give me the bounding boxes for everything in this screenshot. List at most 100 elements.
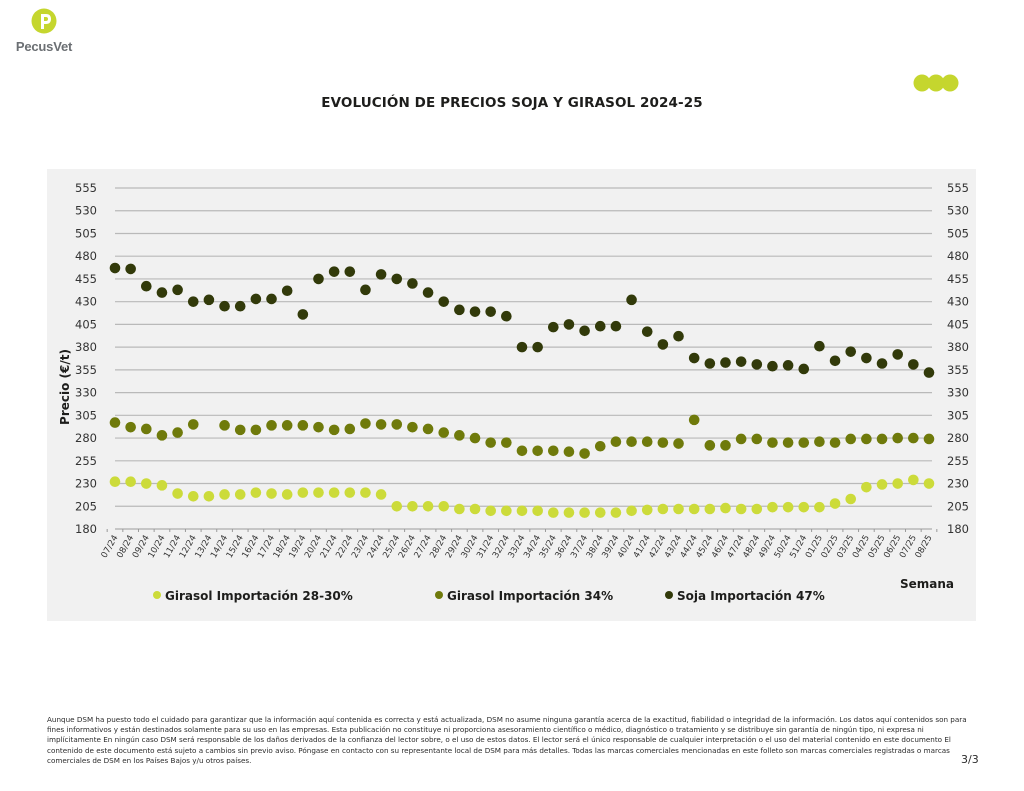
y-tick-label-right: 530 (947, 204, 969, 218)
y-tick-label-right: 355 (947, 363, 969, 377)
y-tick-label-left: 555 (75, 181, 97, 195)
data-point (172, 284, 183, 296)
data-point (532, 505, 543, 517)
data-point (829, 498, 841, 509)
data-point (532, 445, 543, 457)
data-point (516, 445, 528, 457)
data-point (563, 507, 575, 518)
y-tick-label-left: 430 (75, 295, 97, 309)
data-point (563, 319, 575, 330)
data-point (908, 359, 919, 370)
data-point (250, 293, 262, 305)
data-point (876, 358, 888, 369)
data-point (673, 438, 684, 449)
data-point (109, 476, 121, 488)
data-point (798, 437, 810, 448)
data-point (767, 360, 778, 372)
data-point (422, 423, 434, 435)
data-point (219, 489, 230, 500)
data-point (892, 349, 903, 360)
data-point (454, 430, 465, 441)
data-point (187, 296, 199, 307)
x-axis: 07/2408/2409/2410/2411/2412/2413/2414/24… (100, 528, 938, 560)
data-point (735, 433, 747, 445)
y-tick-label-left: 405 (75, 317, 97, 331)
legend-marker-icon (665, 591, 673, 599)
data-point (219, 420, 230, 431)
data-point (469, 432, 481, 444)
data-point (861, 481, 872, 493)
data-point (610, 507, 622, 518)
data-point (688, 352, 700, 364)
data-point (156, 430, 168, 441)
y-tick-label-left: 280 (75, 431, 97, 445)
data-point (234, 489, 246, 500)
legend-label: Girasol Importación 34% (447, 589, 613, 603)
data-point (328, 266, 340, 277)
data-point (610, 436, 622, 448)
data-point (297, 309, 309, 320)
data-point (297, 420, 309, 431)
data-point (782, 501, 794, 513)
y-tick-label-right: 280 (947, 431, 969, 445)
data-point (641, 504, 653, 516)
data-point (876, 479, 888, 490)
y-tick-label-right: 505 (947, 226, 969, 240)
data-point (845, 433, 857, 445)
y-tick-label-left: 530 (75, 204, 97, 218)
data-point (109, 262, 121, 274)
data-point (407, 421, 418, 433)
chart-title: EVOLUCIÓN DE PRECIOS SOJA Y GIRASOL 2024… (321, 95, 703, 111)
data-point (203, 294, 215, 306)
data-point (454, 304, 465, 316)
data-point (563, 446, 575, 458)
data-point (688, 503, 700, 515)
y-tick-label-right: 380 (947, 340, 969, 354)
data-point (610, 320, 622, 332)
y-tick-label-left: 180 (75, 522, 97, 536)
y-tick-label-right: 255 (947, 454, 969, 468)
data-points (109, 262, 935, 518)
data-point (234, 300, 246, 312)
data-point (673, 330, 684, 342)
data-point (266, 420, 277, 431)
page-number: 3/3 (961, 753, 979, 766)
data-point (422, 287, 434, 298)
data-point (579, 448, 590, 459)
data-point (375, 419, 387, 430)
legend-item: Girasol Importación 28-30% (153, 589, 353, 603)
data-point (141, 423, 152, 435)
y-tick-label-right: 230 (947, 477, 969, 491)
data-point (360, 284, 371, 296)
y-tick-label-right: 405 (947, 317, 969, 331)
data-point (861, 352, 872, 364)
data-point (313, 487, 324, 498)
data-point (720, 357, 731, 368)
data-point (234, 424, 246, 436)
data-point (328, 487, 340, 498)
data-point (328, 424, 340, 436)
data-point (469, 503, 481, 515)
data-point (344, 487, 356, 498)
y-tick-label-left: 355 (75, 363, 97, 377)
data-point (673, 503, 684, 515)
y-tick-label-right: 555 (947, 181, 969, 195)
legend-item: Girasol Importación 34% (435, 589, 613, 603)
y-tick-label-right: 205 (947, 499, 969, 513)
y-tick-label-right: 430 (947, 295, 969, 309)
data-point (266, 293, 277, 305)
data-point (375, 269, 387, 280)
data-point (845, 346, 857, 357)
data-point (861, 433, 872, 445)
data-point (704, 440, 716, 451)
data-point (751, 359, 763, 370)
data-point (735, 356, 747, 367)
data-point (203, 490, 215, 502)
series-0 (109, 474, 935, 518)
data-point (344, 266, 356, 277)
data-point (829, 355, 841, 367)
data-point (219, 300, 230, 312)
data-point (438, 427, 450, 438)
y-tick-label-left: 205 (75, 499, 97, 513)
data-point (422, 500, 434, 512)
